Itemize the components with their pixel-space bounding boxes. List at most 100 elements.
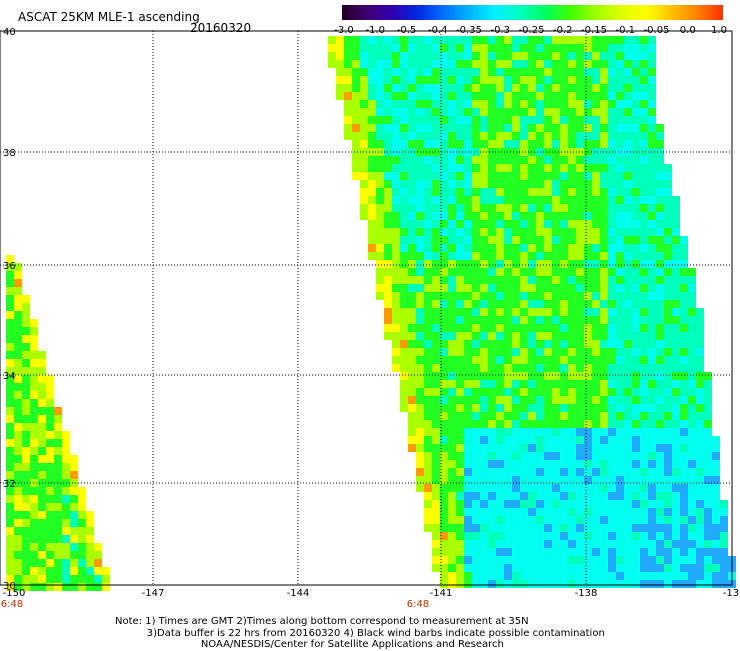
swath-pixel (552, 252, 560, 260)
swath-pixel (472, 500, 480, 508)
swath-pixel (664, 476, 672, 484)
swath-pixel (608, 476, 616, 484)
swath-pixel (624, 236, 632, 244)
swath-pixel (368, 76, 376, 84)
swath-pixel (520, 532, 528, 540)
swath-pixel (520, 108, 528, 116)
map-title: ASCAT 25KM MLE-1 ascending (18, 10, 200, 24)
swath-pixel (6, 575, 14, 583)
swath-pixel (512, 92, 520, 100)
swath-pixel (22, 471, 30, 479)
swath-pixel (624, 124, 632, 132)
swath-pixel (712, 556, 720, 564)
swath-pixel (448, 204, 456, 212)
swath-pixel (528, 196, 536, 204)
swath-pixel (552, 332, 560, 340)
swath-pixel (720, 532, 728, 540)
swath-pixel (640, 452, 648, 460)
swath-pixel (6, 407, 14, 415)
swath-pixel (520, 212, 528, 220)
swath-pixel (30, 471, 38, 479)
swath-pixel (360, 124, 368, 132)
footnote-line-3: NOAA/NESDIS/Center for Satellite Applica… (200, 639, 504, 650)
swath-pixel (576, 532, 584, 540)
swath-pixel (416, 276, 424, 284)
swath-pixel (608, 244, 616, 252)
swath-pixel (432, 444, 440, 452)
swath-pixel (640, 236, 648, 244)
swath-pixel (512, 36, 520, 44)
swath-pixel (54, 455, 62, 463)
swath-pixel (6, 487, 14, 495)
swath-pixel (432, 500, 440, 508)
swath-pixel (608, 156, 616, 164)
swath-pixel (640, 204, 648, 212)
swath-pixel (456, 332, 464, 340)
swath-pixel (576, 36, 584, 44)
swath-pixel (496, 164, 504, 172)
swath-pixel (480, 452, 488, 460)
swath-pixel (608, 508, 616, 516)
swath-pixel (616, 116, 624, 124)
swath-pixel (656, 332, 664, 340)
swath-pixel (632, 548, 640, 556)
swath-pixel (528, 36, 536, 44)
swath-pixel (512, 500, 520, 508)
swath-pixel (456, 276, 464, 284)
swath-pixel (552, 492, 560, 500)
swath-pixel (568, 76, 576, 84)
swath-pixel (552, 580, 560, 588)
swath-pixel (432, 364, 440, 372)
swath-pixel (704, 508, 712, 516)
swath-pixel (344, 100, 352, 108)
swath-pixel (416, 76, 424, 84)
swath-pixel (496, 556, 504, 564)
swath-pixel (592, 332, 600, 340)
swath-pixel (568, 124, 576, 132)
swath-pixel (488, 380, 496, 388)
swath-pixel (448, 196, 456, 204)
swath-pixel (416, 268, 424, 276)
swath-pixel (78, 567, 86, 575)
swath-pixel (688, 428, 696, 436)
swath-pixel (424, 164, 432, 172)
swath-pixel (528, 124, 536, 132)
swath-pixel (512, 356, 520, 364)
swath-pixel (432, 92, 440, 100)
swath-pixel (576, 484, 584, 492)
swath-pixel (568, 436, 576, 444)
swath-pixel (592, 540, 600, 548)
swath-pixel (536, 332, 544, 340)
swath-pixel (392, 68, 400, 76)
swath-pixel (648, 268, 656, 276)
swath-pixel (704, 436, 712, 444)
swath-pixel (352, 164, 360, 172)
swath-pixel (22, 447, 30, 455)
swath-pixel (472, 300, 480, 308)
swath-pixel (392, 348, 400, 356)
footnote: Note: 1) Times are GMT 2)Times along bot… (115, 616, 605, 651)
swath-pixel (592, 300, 600, 308)
swath-pixel (86, 519, 94, 527)
swath-pixel (576, 124, 584, 132)
swath-pixel (560, 412, 568, 420)
swath-pixel (416, 460, 424, 468)
swath-pixel (552, 452, 560, 460)
swath-pixel (584, 76, 592, 84)
swath-pixel (576, 292, 584, 300)
swath-pixel (648, 508, 656, 516)
swath-pixel (640, 68, 648, 76)
swath-pixel (648, 548, 656, 556)
swath-pixel (392, 220, 400, 228)
swath-pixel (456, 284, 464, 292)
swath-pixel (496, 316, 504, 324)
swath-pixel (464, 204, 472, 212)
swath-pixel (424, 508, 432, 516)
swath-pixel (712, 444, 720, 452)
swath-pixel (368, 172, 376, 180)
swath-pixel (344, 52, 352, 60)
swath-pixel (720, 564, 728, 572)
swath-pixel (568, 180, 576, 188)
swath-pixel (14, 447, 22, 455)
swath-pixel (584, 316, 592, 324)
